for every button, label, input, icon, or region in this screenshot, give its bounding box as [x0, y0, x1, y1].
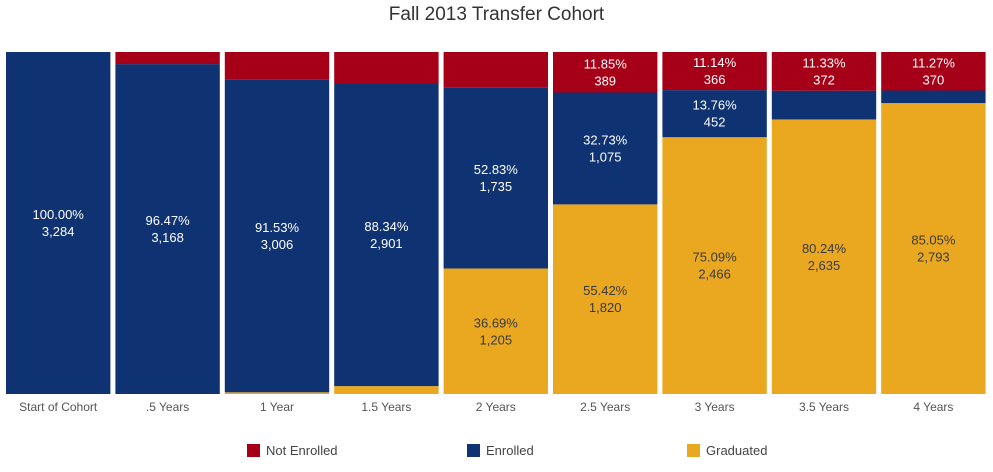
data-label-count-enrolled-2-5-years: 1,075 [589, 150, 622, 165]
bar-enrolled-4-years[interactable] [881, 90, 986, 104]
data-label-count-enrolled-5-years: 3,168 [151, 230, 184, 245]
data-label-percent-graduated-3-5-years: 80.24% [802, 241, 847, 256]
data-label-percent-enrolled-2-years: 52.83% [474, 162, 519, 177]
data-label-percent-not-enrolled-3-years: 11.14% [693, 55, 737, 70]
bar-not-enrolled-4-years[interactable] [881, 52, 986, 91]
bar-graduated-3-years[interactable] [662, 137, 767, 394]
x-tick-label-2-5-years: 2.5 Years [580, 400, 630, 414]
labels-layer: 100.00% 3,284 96.47% 3,168 91.53% 3,006 88.34%… [33, 55, 956, 347]
legend: Not Enrolled Enrolled Graduated [0, 443, 993, 463]
bar-enrolled-3-years[interactable] [662, 90, 767, 138]
legend-item-enrolled[interactable]: Enrolled [467, 443, 534, 458]
bar-enrolled-5-years[interactable] [115, 64, 220, 394]
legend-item-graduated[interactable]: Graduated [687, 443, 767, 458]
x-tick-label-1-year: 1 Year [260, 400, 294, 414]
bar-enrolled-start-of-cohort[interactable] [6, 52, 111, 394]
x-tick-label-5-years: .5 Years [146, 400, 189, 414]
x-tick-label-3-years: 3 Years [695, 400, 735, 414]
bar-not-enrolled-2-5-years[interactable] [553, 52, 658, 93]
bar-enrolled-2-5-years[interactable] [553, 92, 658, 205]
bar-enrolled-1-5-years[interactable] [334, 84, 439, 387]
bars-layer [6, 52, 986, 394]
x-axis: Start of Cohort .5 Years 1 Year 1.5 Years 2 … [19, 400, 953, 414]
bar-enrolled-1-year[interactable] [224, 79, 330, 393]
data-label-count-not-enrolled-3-years: 366 [704, 72, 726, 87]
data-label-percent-graduated-3-years: 75.09% [693, 250, 738, 265]
data-label-count-graduated-2-5-years: 1,820 [589, 300, 622, 315]
data-label-percent-not-enrolled-3-5-years: 11.33% [802, 55, 846, 70]
data-label-count-enrolled-3-years: 452 [704, 115, 726, 130]
x-tick-label-3-5-years: 3.5 Years [799, 400, 849, 414]
data-label-count-not-enrolled-2-5-years: 389 [594, 73, 616, 88]
bar-graduated-3-5-years[interactable] [771, 119, 877, 394]
bar-graduated-1-year[interactable] [224, 392, 330, 394]
legend-label-enrolled: Enrolled [486, 443, 534, 458]
bar-not-enrolled-5-years[interactable] [115, 52, 220, 65]
data-label-percent-enrolled-3-years: 13.76% [693, 98, 738, 113]
legend-label-not-enrolled: Not Enrolled [266, 443, 338, 458]
data-label-percent-graduated-2-5-years: 55.42% [583, 283, 628, 298]
bar-not-enrolled-1-year[interactable] [224, 52, 330, 80]
data-label-percent-not-enrolled-2-5-years: 11.85% [584, 56, 628, 71]
bar-not-enrolled-3-5-years[interactable] [771, 52, 877, 91]
data-label-percent-graduated-2-years: 36.69% [474, 315, 519, 330]
x-tick-label-2-years: 2 Years [476, 400, 516, 414]
chart-title: Fall 2013 Transfer Cohort [388, 4, 605, 25]
x-tick-label-4-years: 4 Years [913, 400, 953, 414]
data-label-percent-not-enrolled-4-years: 11.27% [912, 55, 956, 70]
data-label-percent-enrolled-1-year: 91.53% [255, 220, 300, 235]
data-label-count-enrolled-1-5-years: 2,901 [370, 236, 403, 251]
data-label-percent-enrolled-start-of-cohort: 100.00% [33, 207, 85, 222]
data-label-percent-graduated-4-years: 85.05% [911, 233, 956, 248]
legend-swatch-not-enrolled [247, 444, 260, 457]
data-label-count-not-enrolled-3-5-years: 372 [813, 72, 835, 87]
bar-enrolled-3-5-years[interactable] [771, 90, 877, 120]
bar-graduated-2-5-years[interactable] [553, 204, 658, 395]
bar-not-enrolled-2-years[interactable] [443, 52, 548, 88]
data-label-count-enrolled-1-year: 3,006 [261, 237, 294, 252]
x-tick-label-1-5-years: 1.5 Years [361, 400, 411, 414]
data-label-count-graduated-4-years: 2,793 [917, 250, 950, 265]
data-label-count-enrolled-start-of-cohort: 3,284 [42, 224, 75, 239]
data-label-percent-enrolled-2-5-years: 32.73% [583, 133, 628, 148]
data-label-percent-enrolled-5-years: 96.47% [146, 213, 191, 228]
legend-swatch-enrolled [467, 444, 480, 457]
data-label-count-enrolled-2-years: 1,735 [480, 179, 513, 194]
bar-graduated-2-years[interactable] [443, 268, 548, 395]
legend-swatch-graduated [687, 444, 700, 457]
data-label-percent-enrolled-1-5-years: 88.34% [364, 219, 409, 234]
legend-item-not-enrolled[interactable]: Not Enrolled [247, 443, 338, 458]
data-label-count-graduated-3-years: 2,466 [698, 267, 731, 282]
data-label-count-graduated-3-5-years: 2,635 [808, 258, 841, 273]
bar-enrolled-2-years[interactable] [443, 87, 548, 269]
bar-not-enrolled-3-years[interactable] [662, 52, 767, 91]
bar-graduated-1-5-years[interactable] [334, 386, 439, 394]
legend-label-graduated: Graduated [706, 443, 768, 458]
bar-graduated-4-years[interactable] [881, 103, 986, 394]
x-tick-label-start-of-cohort: Start of Cohort [19, 400, 98, 414]
bar-not-enrolled-1-5-years[interactable] [334, 52, 439, 84]
data-label-count-not-enrolled-4-years: 370 [923, 72, 945, 87]
data-label-count-graduated-2-years: 1,205 [480, 332, 513, 347]
